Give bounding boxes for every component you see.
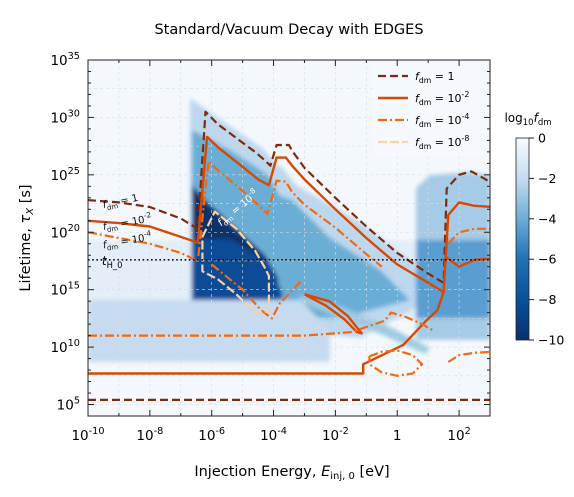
y-tick-label: 1010 — [50, 338, 80, 356]
contour-annotation: fdm = 10-4 — [101, 228, 153, 253]
contour-line — [211, 263, 303, 320]
x-tick-label: 10-10 — [71, 426, 104, 444]
y-tick-label: 1015 — [50, 281, 80, 299]
colorbar-tick-label: −6 — [538, 252, 556, 267]
contour-annotation: fdm = 10-2 — [101, 210, 153, 235]
legend-label: fdm = 1 — [415, 70, 454, 85]
colorbar-tick-label: −8 — [538, 292, 556, 307]
y-tick-label: 1035 — [50, 51, 80, 69]
contour-line — [88, 110, 490, 284]
y-tick-label: 1025 — [50, 166, 80, 184]
y-axis-ticks: 105 1010 1015 1020 1025 1030 1035 — [50, 51, 490, 417]
heat-lower-band — [88, 300, 330, 362]
colorbar-ticks: 0 −2 −4 −6 −8 −10 — [529, 131, 564, 348]
legend: fdm = 1 fdm = 10-2 fdm = 10-4 fdm = 10-8 — [378, 70, 469, 151]
contour-line — [447, 350, 490, 363]
colorbar-tick-label: 0 — [538, 131, 546, 146]
contour-layer — [88, 110, 490, 401]
x-tick-label: 10-2 — [322, 426, 349, 444]
colorbar — [515, 137, 530, 341]
plot-frame — [87, 59, 491, 417]
colorbar-label: log10fdm — [504, 111, 551, 128]
legend-box — [372, 64, 488, 156]
x-tick-label: 10-8 — [136, 426, 163, 444]
contour-line — [201, 210, 270, 314]
legend-label: fdm = 10-4 — [415, 112, 469, 129]
legend-label: fdm = 10-8 — [415, 134, 469, 151]
contour-line — [88, 135, 490, 294]
contour-line — [88, 311, 435, 337]
legend-label: fdm = 10-2 — [415, 90, 469, 107]
colorbar-tick-label: −2 — [538, 171, 556, 186]
gridlines — [88, 60, 490, 416]
x-tick-label: 1 — [393, 428, 402, 444]
contour-line — [88, 291, 445, 375]
x-tick-label: 10-4 — [260, 426, 287, 444]
contour-line — [368, 349, 424, 377]
contour-line — [303, 293, 363, 335]
contour-annotation: fdm = 1 — [102, 193, 140, 213]
x-tick-label: 10-6 — [198, 426, 225, 444]
y-tick-label: 1020 — [50, 223, 80, 241]
y-tick-label: 105 — [57, 395, 80, 413]
x-axis-label: Injection Energy, Einj, 0 [eV] — [194, 464, 389, 482]
y-axis-label: Lifetime, τX [s] — [18, 184, 36, 291]
contour-line — [447, 227, 490, 245]
hubble-time-label: tH_0 — [102, 254, 123, 270]
x-tick-label: 102 — [447, 426, 470, 444]
chart-title: Standard/Vacuum Decay with EDGES — [154, 22, 423, 38]
x-axis-ticks: 10-10 10-8 10-6 10-4 10-2 1 102 — [71, 60, 491, 444]
colorbar-tick-label: −4 — [538, 211, 556, 226]
y-tick-label: 1030 — [50, 108, 80, 126]
colorbar-tick-label: −10 — [538, 333, 564, 348]
contour-line — [88, 160, 383, 268]
heat-right-band — [416, 240, 490, 318]
